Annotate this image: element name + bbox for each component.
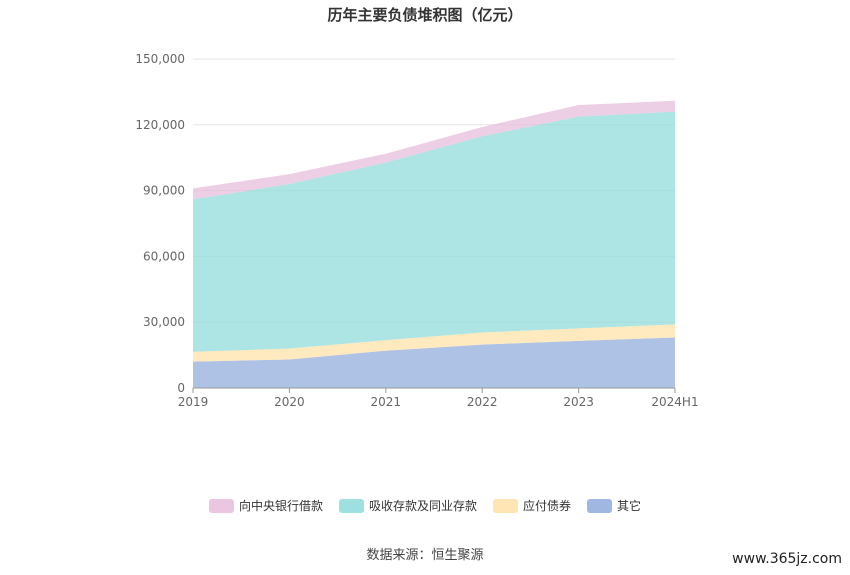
legend: 向中央银行借款 吸收存款及同业存款 应付债券 其它 (209, 498, 641, 513)
legend-swatch (339, 499, 364, 513)
y-tick-label: 30,000 (143, 315, 185, 329)
area-应付债券 (193, 324, 675, 362)
legend-label: 吸收存款及同业存款 (369, 499, 477, 513)
y-tick-label: 60,000 (143, 249, 185, 263)
x-tick-label: 2022 (467, 395, 498, 409)
area-series (193, 100, 675, 388)
y-tick-label: 0 (177, 381, 185, 395)
chart-title: 历年主要负债堆积图（亿元） (327, 6, 522, 24)
legend-label: 向中央银行借款 (239, 498, 323, 513)
x-tick-label: 2024H1 (651, 395, 698, 409)
legend-item: 吸收存款及同业存款 (339, 499, 477, 513)
area-向中央银行借款 (193, 100, 675, 200)
y-tick-label: 120,000 (135, 118, 185, 132)
x-tick-label: 2019 (178, 395, 209, 409)
legend-swatch (587, 499, 612, 513)
legend-item: 其它 (587, 498, 641, 513)
axes: 0 30,000 60,000 90,000 120,000 150,000 2019 202… (135, 52, 698, 409)
legend-item: 向中央银行借款 (209, 498, 323, 513)
x-tick-label: 2020 (274, 395, 305, 409)
watermark: www.365jz.com (732, 551, 842, 567)
area-其它 (193, 337, 675, 388)
area-吸收存款及同业存款 (193, 111, 675, 352)
legend-swatch (209, 499, 234, 513)
x-tick-label: 2021 (371, 395, 402, 409)
legend-swatch (493, 499, 518, 513)
data-source: 数据来源：恒生聚源 (366, 548, 483, 563)
legend-label: 其它 (617, 498, 641, 513)
y-tick-label: 150,000 (135, 52, 185, 66)
y-tick-label: 90,000 (143, 184, 185, 198)
legend-label: 应付债券 (523, 498, 571, 513)
legend-item: 应付债券 (493, 498, 571, 513)
x-tick-label: 2023 (563, 395, 594, 409)
